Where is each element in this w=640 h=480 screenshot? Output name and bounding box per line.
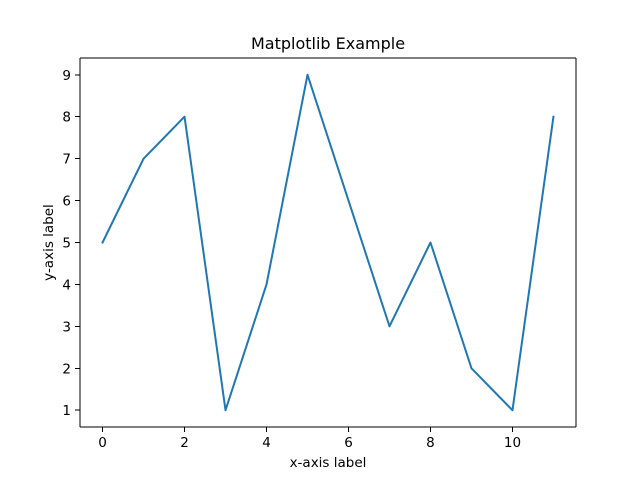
- x-tick-label: 0: [98, 435, 107, 451]
- y-tick-label: 6: [62, 194, 71, 210]
- x-tick-label: 4: [262, 435, 271, 451]
- y-tick-label: 5: [62, 236, 71, 252]
- x-tick-label: 2: [180, 435, 189, 451]
- y-tick-label: 2: [62, 361, 71, 377]
- plot-area: [80, 58, 576, 427]
- series-layer: [101, 73, 555, 412]
- y-tick-label: 9: [62, 68, 71, 84]
- x-axis-ticks: 0 2 4 6 8 10: [98, 427, 521, 451]
- series-line-0: [101, 73, 555, 412]
- y-tick-label: 4: [62, 277, 71, 293]
- x-axis-label: x-axis label: [290, 455, 367, 471]
- y-axis-label: y-axis label: [41, 204, 57, 281]
- chart-title: Matplotlib Example: [251, 34, 405, 53]
- y-tick-label: 7: [62, 152, 71, 168]
- y-tick-label: 1: [62, 403, 71, 419]
- x-tick-label: 10: [504, 435, 521, 451]
- y-axis-ticks: 1 2 3 4 5 6 7 8 9: [62, 68, 80, 419]
- y-tick-label: 3: [62, 319, 71, 335]
- y-tick-label: 8: [62, 110, 71, 126]
- x-tick-label: 6: [344, 435, 353, 451]
- x-tick-label: 8: [426, 435, 435, 451]
